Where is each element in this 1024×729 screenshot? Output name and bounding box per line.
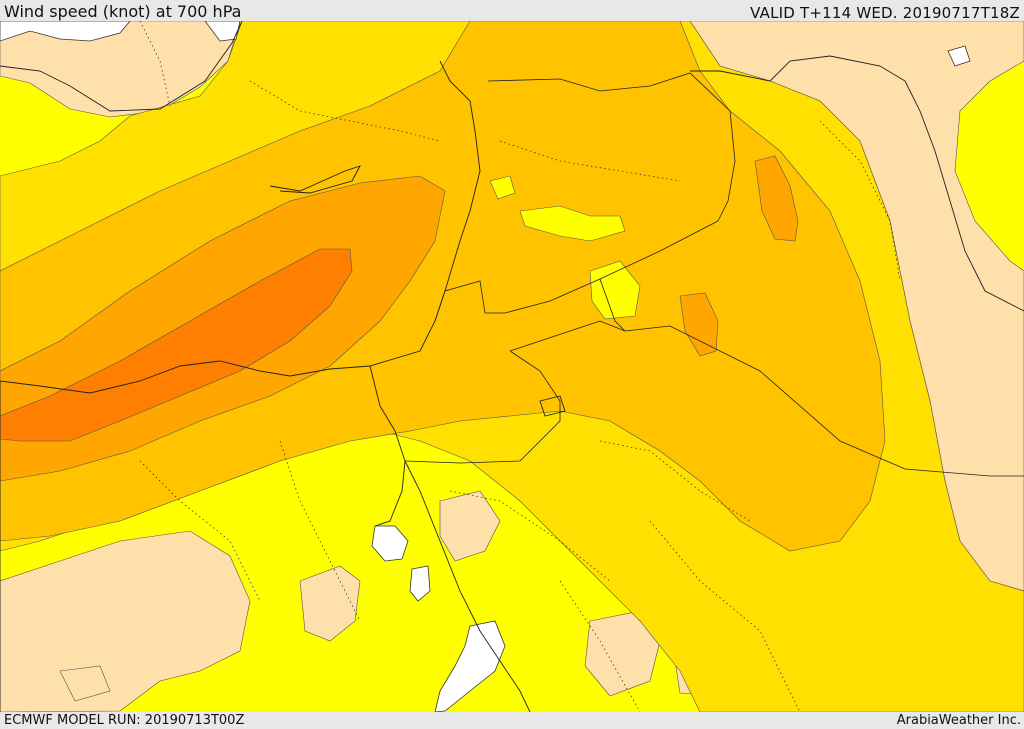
band-light-island3: [489, 175, 516, 200]
band-light-island2: [589, 260, 641, 320]
credit: ArabiaWeather Inc.: [896, 713, 1021, 728]
map-title: Wind speed (knot) at 700 hPa: [4, 2, 242, 21]
band-calm-sw: [0, 530, 251, 712]
sea-nw: [0, 21, 131, 42]
province-borders: [139, 21, 901, 712]
valid-time: VALID T+114 WED. 20190717T18Z: [750, 4, 1020, 22]
sea-gulf-suez: [371, 525, 409, 562]
sea-red-1: [409, 565, 431, 602]
sea-red-2: [434, 620, 506, 712]
model-run: ECMWF MODEL RUN: 20190713T00Z: [4, 713, 245, 728]
sea-black: [204, 21, 241, 42]
wind-speed-map: [0, 21, 1024, 712]
band-strong-east2: [679, 292, 719, 357]
band-calm-nw: [0, 21, 241, 118]
header-bar: [0, 0, 1024, 21]
map-canvas: [0, 21, 1024, 712]
band-strong-east: [754, 155, 799, 242]
footer-bar: [0, 712, 1024, 729]
band-calm-s1: [299, 565, 361, 642]
band-calm-s6: [59, 665, 111, 702]
band-light-island1: [519, 205, 626, 242]
sea-caspian: [947, 45, 971, 67]
country-borders: [404, 72, 1024, 477]
coastlines: [0, 21, 1024, 712]
band-fresh: [0, 21, 886, 552]
band-calm-s2: [439, 490, 501, 562]
